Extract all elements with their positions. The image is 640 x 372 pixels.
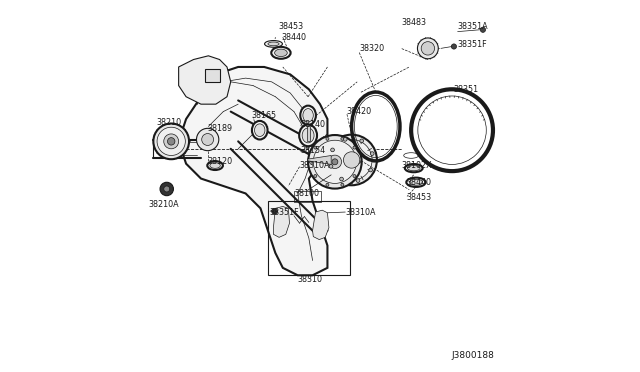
Ellipse shape — [410, 179, 422, 185]
Text: 38483: 38483 — [402, 18, 427, 27]
Circle shape — [164, 134, 179, 149]
Circle shape — [341, 137, 344, 140]
Polygon shape — [312, 210, 329, 240]
Ellipse shape — [303, 109, 314, 122]
Circle shape — [369, 168, 372, 172]
Ellipse shape — [264, 41, 282, 47]
Circle shape — [326, 135, 377, 185]
Circle shape — [353, 146, 356, 149]
Circle shape — [164, 186, 170, 192]
Text: 38210: 38210 — [156, 118, 182, 127]
Circle shape — [371, 152, 374, 155]
Circle shape — [360, 139, 364, 143]
Text: 38440: 38440 — [406, 178, 431, 187]
Circle shape — [154, 124, 189, 159]
Text: 38102X: 38102X — [402, 161, 433, 170]
Ellipse shape — [271, 47, 291, 59]
Ellipse shape — [255, 124, 265, 137]
Circle shape — [356, 179, 360, 182]
Circle shape — [202, 134, 214, 145]
Circle shape — [340, 177, 344, 181]
Circle shape — [314, 174, 317, 177]
Text: 38154: 38154 — [301, 146, 326, 155]
Circle shape — [168, 138, 175, 145]
Circle shape — [353, 174, 356, 177]
Text: 38100: 38100 — [294, 189, 319, 198]
Ellipse shape — [199, 134, 216, 145]
Text: 38351F: 38351F — [270, 208, 300, 217]
Circle shape — [314, 140, 356, 183]
FancyBboxPatch shape — [205, 69, 220, 82]
Ellipse shape — [302, 128, 314, 143]
Circle shape — [344, 138, 347, 141]
Circle shape — [160, 182, 173, 196]
Circle shape — [481, 27, 486, 32]
Circle shape — [344, 152, 360, 168]
Circle shape — [341, 183, 344, 186]
Ellipse shape — [406, 177, 426, 187]
Text: 38310A: 38310A — [346, 208, 376, 217]
Circle shape — [196, 128, 219, 151]
Text: 38351A: 38351A — [458, 22, 488, 31]
Ellipse shape — [408, 166, 420, 171]
Ellipse shape — [252, 121, 268, 140]
Circle shape — [331, 148, 334, 152]
Circle shape — [358, 160, 360, 163]
Text: 38189: 38189 — [207, 124, 233, 133]
Circle shape — [451, 44, 456, 49]
Circle shape — [331, 140, 372, 180]
Text: 38210A: 38210A — [148, 200, 179, 209]
Circle shape — [314, 146, 317, 149]
Circle shape — [326, 183, 329, 186]
Text: 38320: 38320 — [359, 44, 384, 53]
Text: 38453: 38453 — [406, 193, 431, 202]
Circle shape — [329, 164, 333, 168]
Circle shape — [326, 137, 329, 140]
Circle shape — [308, 135, 362, 189]
Text: 38351F: 38351F — [458, 40, 487, 49]
Circle shape — [421, 42, 435, 55]
Circle shape — [328, 155, 342, 169]
Text: 38440: 38440 — [281, 33, 306, 42]
Circle shape — [332, 159, 338, 165]
Polygon shape — [273, 206, 289, 237]
Text: 38140: 38140 — [301, 120, 326, 129]
Circle shape — [417, 38, 438, 59]
Ellipse shape — [268, 42, 279, 46]
Ellipse shape — [275, 49, 287, 57]
Text: 38310: 38310 — [297, 275, 322, 284]
Polygon shape — [307, 126, 310, 141]
Text: 38165: 38165 — [251, 111, 276, 120]
Polygon shape — [307, 155, 331, 164]
Ellipse shape — [405, 164, 422, 172]
Text: 38120: 38120 — [207, 157, 233, 166]
Ellipse shape — [207, 161, 223, 170]
Circle shape — [271, 208, 278, 214]
Ellipse shape — [299, 125, 317, 146]
Ellipse shape — [300, 106, 316, 125]
Circle shape — [157, 127, 186, 155]
Circle shape — [309, 160, 312, 163]
Text: 38453: 38453 — [278, 22, 303, 31]
Polygon shape — [179, 67, 328, 275]
Text: J3800188: J3800188 — [452, 351, 495, 360]
Ellipse shape — [210, 163, 220, 168]
Text: 38420: 38420 — [347, 107, 372, 116]
Polygon shape — [179, 56, 231, 104]
Text: 38310A: 38310A — [300, 161, 330, 170]
Text: 38351: 38351 — [454, 85, 479, 94]
